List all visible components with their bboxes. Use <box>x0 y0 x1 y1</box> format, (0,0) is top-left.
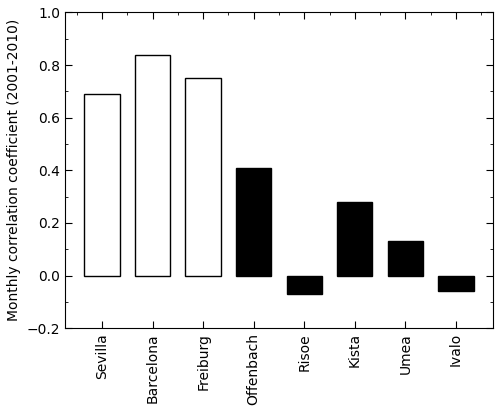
Bar <box>236 168 272 276</box>
Bar <box>135 54 170 276</box>
Bar <box>438 276 474 291</box>
Bar <box>388 241 423 276</box>
Bar <box>337 202 372 276</box>
Bar <box>84 94 120 276</box>
Bar <box>286 276 322 294</box>
Bar <box>186 78 221 276</box>
Y-axis label: Monthly correlation coefficient (2001-2010): Monthly correlation coefficient (2001-20… <box>7 19 21 321</box>
